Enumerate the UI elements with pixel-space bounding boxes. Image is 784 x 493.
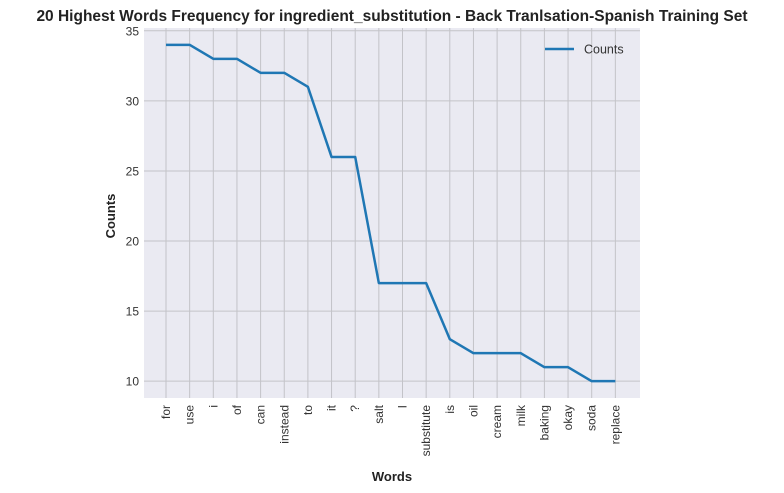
x-tick-label: is: [443, 405, 457, 414]
y-tick-label: 20: [126, 235, 140, 249]
x-axis-label: Words: [372, 469, 412, 484]
x-tick-label: use: [183, 405, 197, 425]
plot-area: [144, 28, 640, 398]
x-tick-label: replace: [608, 405, 622, 445]
x-tick-label: baking: [537, 405, 551, 440]
x-tick-label: I: [396, 405, 410, 408]
x-tick-label: salt: [372, 404, 386, 423]
series-line-counts: [166, 43, 616, 383]
x-tick-label: instead: [277, 405, 291, 444]
x-tick-label: substitute: [419, 405, 433, 457]
x-tick-label: soda: [585, 405, 599, 431]
x-tick-label: okay: [561, 405, 575, 430]
y-gridlines: [144, 30, 640, 382]
chart-title: 20 Highest Words Frequency for ingredien…: [36, 8, 747, 25]
y-tick-label: 25: [126, 164, 140, 178]
x-tick-label: milk: [514, 404, 528, 426]
y-tick-label: 35: [126, 24, 140, 38]
legend-label: Counts: [584, 43, 624, 57]
x-tick-label: cream: [490, 405, 504, 438]
y-tick-label: 10: [126, 375, 140, 389]
y-tick-labels: 10 15 20 25 30 35: [126, 24, 140, 388]
x-tick-label: oil: [466, 405, 480, 417]
series-layer: [165, 43, 616, 383]
x-tick-label: ?: [348, 405, 362, 412]
x-tick-label: it: [325, 404, 339, 411]
x-tick-label: for: [159, 405, 173, 419]
y-tick-label: 30: [126, 94, 140, 108]
x-tick-label: to: [301, 405, 315, 415]
legend: Counts: [545, 43, 624, 57]
x-tick-label: i: [206, 405, 220, 408]
x-tick-label: of: [230, 404, 244, 415]
y-tick-label: 15: [126, 305, 140, 319]
y-axis-label: Counts: [103, 194, 118, 239]
x-tick-label: can: [254, 405, 268, 424]
